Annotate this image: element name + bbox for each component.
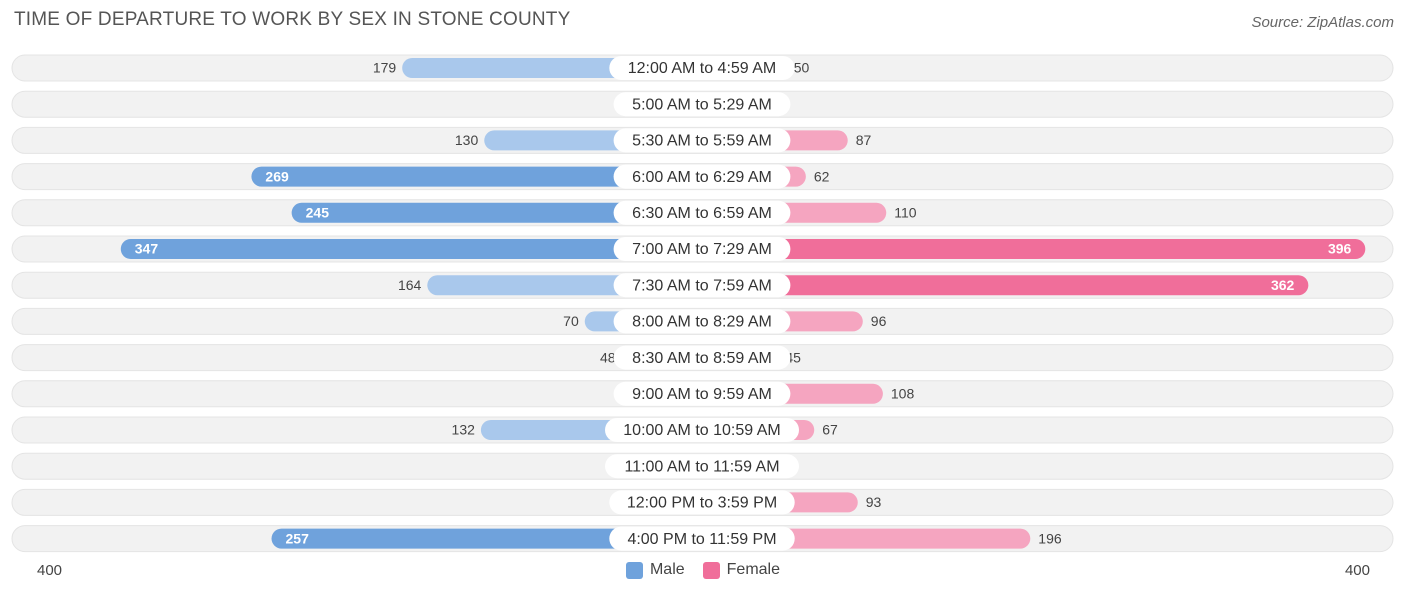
legend-swatch-male [625, 561, 643, 579]
category-label: 7:00 AM to 7:29 AM [632, 241, 772, 258]
value-label-female: 362 [1271, 277, 1295, 293]
value-label-female: 110 [894, 205, 917, 221]
value-label-female: 50 [794, 60, 810, 76]
category-label-background [613, 381, 791, 406]
bar-male [291, 202, 702, 223]
value-label-male: 164 [398, 277, 422, 293]
category-label: 4:00 PM to 11:59 PM [627, 531, 776, 548]
category-label: 7:30 AM to 7:59 AM [632, 277, 772, 294]
category-label-background [609, 56, 795, 80]
value-label-male: 179 [373, 60, 397, 76]
category-label-background [613, 200, 791, 225]
value-label-male: 269 [265, 168, 289, 184]
value-label-male: 48 [600, 349, 616, 365]
value-label-female: 62 [814, 168, 830, 184]
value-label-male: 257 [286, 530, 310, 546]
category-label: 6:30 AM to 6:59 AM [632, 205, 772, 222]
category-label: 9:00 AM to 9:59 AM [632, 386, 772, 403]
bar-male [120, 239, 702, 259]
category-label-background [613, 164, 791, 189]
value-label-female: 93 [866, 494, 882, 510]
category-label-background [613, 309, 791, 334]
category-label-background [613, 273, 791, 298]
category-label-background [613, 345, 791, 370]
category-label-background [605, 454, 799, 479]
category-label-background [613, 237, 791, 261]
legend-swatch-female [702, 561, 720, 579]
source-note: Source: ZipAtlas.com [1251, 14, 1394, 31]
category-label: 8:30 AM to 8:59 AM [632, 350, 772, 367]
value-label-female: 96 [871, 313, 887, 329]
value-label-male: 130 [455, 132, 479, 148]
category-label-background [609, 526, 795, 551]
value-label-male: 347 [135, 241, 159, 257]
bar-female [702, 275, 1309, 296]
category-label: 6:00 AM to 6:29 AM [632, 169, 772, 186]
value-label-male: 245 [306, 205, 330, 221]
category-label-background [613, 128, 791, 153]
axis-label-right: 400 [1344, 562, 1370, 579]
bar-male [251, 166, 703, 187]
legend: Male Female [0, 561, 1406, 579]
bar-female [702, 239, 1366, 259]
value-label-male: 132 [452, 422, 476, 438]
value-label-female: 87 [856, 132, 872, 148]
axis-label-left: 400 [37, 562, 63, 579]
legend-item-female[interactable]: Female [702, 561, 781, 579]
category-label: 10:00 AM to 10:59 AM [623, 422, 780, 439]
category-label-background [609, 490, 795, 515]
legend-item-male[interactable]: Male [625, 561, 685, 579]
category-label: 5:30 AM to 5:59 AM [632, 133, 772, 150]
category-label: 8:00 AM to 8:29 AM [632, 314, 772, 331]
legend-label-male: Male [649, 561, 685, 578]
value-label-male: 70 [563, 313, 579, 329]
bar-male [271, 528, 702, 549]
value-label-female: 67 [822, 422, 838, 438]
category-label: 12:00 AM to 4:59 AM [628, 60, 777, 77]
category-label: 12:00 PM to 3:59 PM [627, 495, 777, 512]
category-label: 11:00 AM to 11:59 AM [624, 458, 779, 475]
value-label-female: 396 [1328, 241, 1352, 257]
category-label: 5:00 AM to 5:29 AM [632, 96, 772, 113]
category-label-background [613, 92, 791, 117]
category-label-background [605, 418, 799, 442]
value-label-female: 108 [891, 386, 915, 402]
value-label-female: 196 [1038, 530, 1062, 546]
legend-label-female: Female [726, 561, 781, 578]
chart-title: TIME OF DEPARTURE TO WORK BY SEX IN STON… [14, 9, 571, 30]
